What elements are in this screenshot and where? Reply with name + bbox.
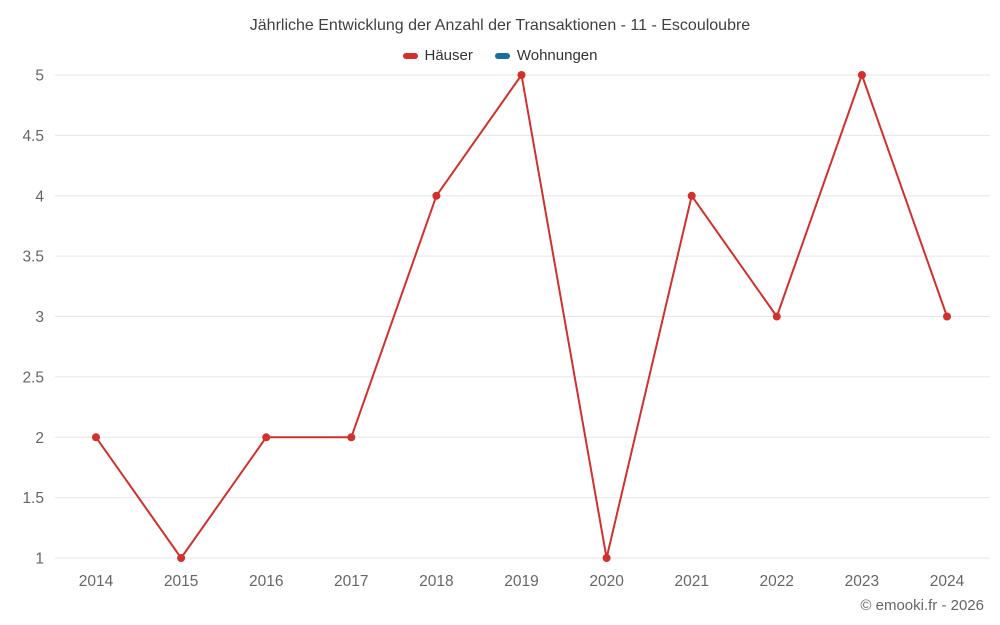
data-point — [517, 71, 526, 79]
data-point — [262, 433, 271, 442]
x-tick-label: 2018 — [419, 573, 453, 590]
data-point — [943, 312, 951, 321]
legend-label-wohnungen: Wohnungen — [516, 47, 598, 64]
y-tick-label: 3 — [35, 309, 44, 326]
x-tick-label: 2022 — [760, 573, 794, 590]
legend-item-haeuser[interactable]: Häuser — [402, 47, 473, 64]
copyright-text: © emooki.fr - 2026 — [860, 597, 984, 614]
x-tick-label: 2017 — [334, 573, 368, 590]
x-tick-label: 2024 — [930, 573, 965, 590]
legend-item-wohnungen[interactable]: Wohnungen — [494, 47, 598, 64]
data-point — [177, 554, 186, 562]
x-tick-label: 2015 — [164, 573, 198, 590]
y-tick-label: 1 — [35, 551, 44, 568]
chart-title: Jährliche Entwicklung der Anzahl der Tra… — [249, 17, 751, 34]
data-point — [602, 554, 611, 562]
y-tick-label: 3.5 — [22, 249, 44, 266]
wohnungen-series-swatch — [494, 52, 510, 59]
y-tick-label: 4 — [35, 188, 44, 205]
data-point — [857, 71, 866, 79]
y-tick-label: 1.5 — [22, 490, 44, 507]
x-tick-label: 2019 — [504, 573, 538, 590]
x-tick-label: 2020 — [589, 573, 624, 590]
y-tick-label: 5 — [35, 68, 44, 85]
chart-legend: Häuser Wohnungen — [0, 47, 1000, 64]
x-tick-label: 2014 — [79, 573, 114, 590]
legend-label-haeuser: Häuser — [424, 47, 473, 64]
data-point — [687, 191, 696, 200]
y-tick-label: 2.5 — [22, 369, 44, 386]
y-tick-label: 4.5 — [22, 128, 44, 145]
x-tick-label: 2021 — [674, 573, 708, 590]
data-point — [347, 433, 356, 442]
y-tick-label: 2 — [35, 430, 44, 447]
data-point — [92, 433, 100, 442]
data-point — [772, 312, 781, 321]
x-tick-label: 2016 — [249, 573, 283, 590]
data-point — [432, 191, 441, 200]
haeuser-series-swatch — [402, 52, 418, 59]
x-tick-label: 2023 — [845, 573, 879, 590]
